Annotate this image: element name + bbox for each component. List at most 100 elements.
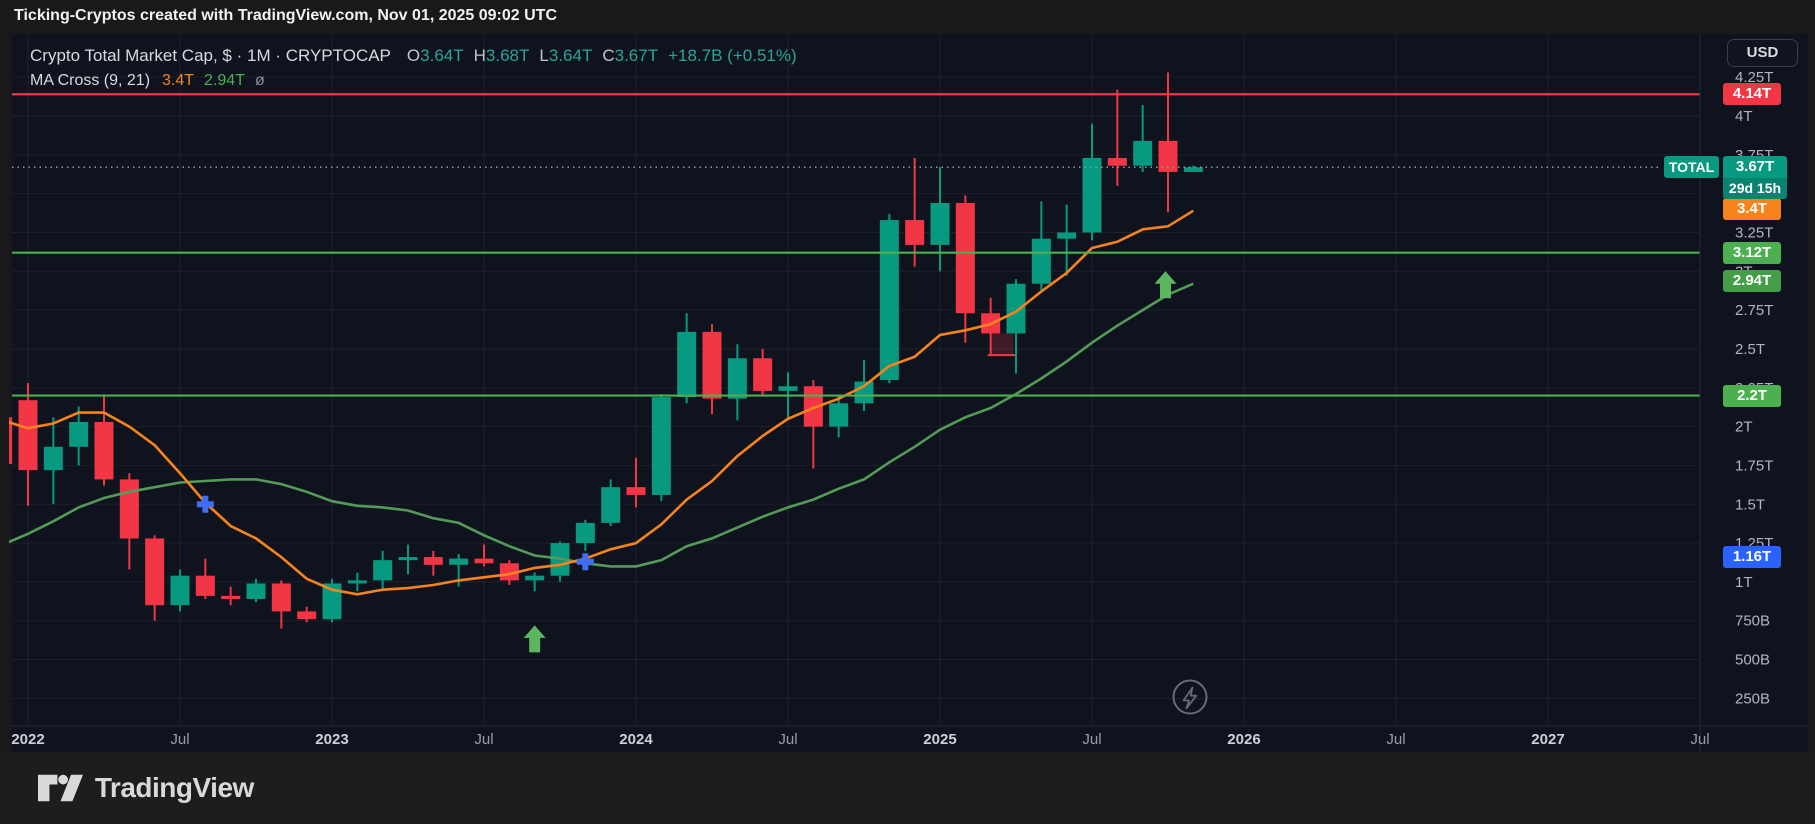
candle-body-2024-06 — [753, 358, 773, 391]
candle-body-2025-07 — [1082, 157, 1102, 233]
candle-body-2023-12 — [601, 487, 621, 523]
candle-body-2023-03 — [373, 560, 393, 581]
time-tick-labels[interactable]: 2022 Jul 2023 Jul 2024 Jul 2025 Jul 2026 Jul 2027 J… — [11, 731, 1709, 748]
svg-text:250B: 250B — [1735, 690, 1770, 707]
indicator-legend-row: MA Cross (9, 21) 3.4T 2.94T ø — [30, 69, 797, 92]
ohlc-low: L3.64T — [539, 46, 593, 65]
price-label-3.4T[interactable]: 3.4T — [1723, 198, 1781, 221]
candle-body-2025-02 — [955, 202, 975, 314]
candle-body-2025-10 — [1158, 140, 1178, 172]
ma-fast-value: 3.4T — [162, 72, 195, 89]
bar-countdown: 29d 15h — [1723, 178, 1787, 200]
svg-text:2022: 2022 — [11, 731, 44, 748]
candle-body-2024-03 — [677, 331, 697, 398]
candle-body-2022-06 — [145, 538, 165, 606]
up-arrow-marker-2025-10 — [1154, 271, 1177, 299]
last-price-label[interactable]: 3.67T 29d 15h — [1723, 156, 1787, 200]
svg-text:4.25T: 4.25T — [1735, 69, 1773, 86]
svg-text:Jul: Jul — [474, 731, 493, 748]
candle-body-2023-01 — [322, 583, 342, 620]
svg-text:Jul: Jul — [170, 731, 189, 748]
tradingview-logo-icon[interactable] — [38, 773, 84, 803]
svg-text:1.75T: 1.75T — [1735, 457, 1773, 474]
candle-body-2023-11 — [575, 522, 595, 544]
candle-body-2021-12 — [9, 417, 13, 464]
candle-body-2022-12 — [297, 611, 317, 620]
indicator-title[interactable]: MA Cross (9, 21) — [30, 72, 151, 89]
price-label-1.16T[interactable]: 1.16T — [1723, 546, 1781, 569]
candle-body-2022-10 — [246, 583, 266, 599]
candles — [9, 72, 1203, 629]
currency-button[interactable]: USD — [1727, 39, 1798, 67]
svg-text:2026: 2026 — [1227, 731, 1260, 748]
svg-text:Jul: Jul — [1386, 731, 1405, 748]
candle-body-2022-03 — [69, 421, 89, 447]
candle-body-2024-09 — [829, 403, 849, 427]
candle-body-2023-08 — [499, 563, 519, 581]
candle-body-2022-09 — [221, 595, 241, 599]
svg-text:1T: 1T — [1735, 574, 1753, 591]
candle-body-2025-04 — [1006, 283, 1026, 334]
ma-slow-value: 2.94T — [204, 72, 245, 89]
price-label-4.14T[interactable]: 4.14T — [1723, 83, 1781, 106]
ohlc-close: C3.67T — [602, 46, 659, 65]
candle-body-2023-07 — [474, 558, 494, 564]
candle-body-2024-01 — [626, 487, 646, 495]
price-label-2.94T[interactable]: 2.94T — [1723, 269, 1781, 292]
candle-body-2024-04 — [702, 331, 722, 399]
chart-legend: Crypto Total Market Cap, $ · 1M · CRYPTO… — [30, 44, 797, 92]
page-title: Ticking-Cryptos created with TradingView… — [14, 7, 557, 24]
candle-body-2024-11 — [879, 220, 899, 381]
svg-text:2T: 2T — [1735, 419, 1753, 436]
candle-body-2024-05 — [727, 358, 747, 399]
svg-text:1.5T: 1.5T — [1735, 496, 1765, 513]
chart-panel — [12, 34, 1808, 752]
candle-body-2024-12 — [905, 220, 925, 245]
svg-text:Jul: Jul — [1690, 731, 1709, 748]
candle-body-2022-01 — [18, 400, 38, 471]
symbol-label-total[interactable]: TOTAL — [1664, 156, 1719, 179]
candle-body-2024-07 — [778, 386, 798, 391]
candle-body-2022-04 — [94, 421, 114, 480]
svg-text:2027: 2027 — [1531, 731, 1564, 748]
candle-body-2024-02 — [651, 397, 671, 495]
candle-body-2023-09 — [525, 575, 545, 581]
last-price-value: 3.67T — [1723, 156, 1787, 179]
price-label-2.2T[interactable]: 2.2T — [1723, 384, 1781, 407]
svg-text:3.25T: 3.25T — [1735, 224, 1773, 241]
candle-body-2022-08 — [195, 575, 215, 596]
candle-body-2023-06 — [449, 558, 469, 565]
ma-cross-marker-2022-08 — [196, 495, 214, 513]
ohlc-high: H3.68T — [473, 46, 530, 65]
candle-body-2022-07 — [170, 575, 190, 606]
svg-text:500B: 500B — [1735, 652, 1770, 669]
svg-text:2024: 2024 — [619, 731, 653, 748]
indicator-status-icon: ø — [254, 72, 265, 89]
ohlc-open: O3.64T — [406, 46, 464, 65]
svg-text:750B: 750B — [1735, 613, 1770, 630]
svg-text:2025: 2025 — [923, 731, 956, 748]
footer-brand[interactable]: TradingView — [94, 772, 254, 803]
footer: TradingView — [0, 752, 1815, 824]
candle-body-2023-05 — [423, 557, 443, 565]
svg-text:4T: 4T — [1735, 108, 1753, 125]
lightning-watermark-icon — [1172, 679, 1208, 715]
up-arrow-marker-2023-09 — [523, 625, 546, 653]
candle-body-2023-04 — [398, 557, 418, 561]
candle-body-2022-02 — [43, 446, 63, 471]
svg-text:Jul: Jul — [1082, 731, 1101, 748]
svg-text:Jul: Jul — [778, 731, 797, 748]
highlight-box[interactable] — [990, 333, 1014, 356]
candle-body-2025-05 — [1031, 238, 1051, 284]
svg-text:2.5T: 2.5T — [1735, 341, 1765, 358]
svg-text:2.75T: 2.75T — [1735, 302, 1773, 319]
candle-body-2025-01 — [930, 202, 950, 245]
ma21-line[interactable] — [3, 282, 1194, 568]
ma9-line[interactable] — [3, 209, 1194, 596]
symbol-title[interactable]: Crypto Total Market Cap, $ · 1M · CRYPTO… — [30, 46, 391, 65]
candle-body-2025-09 — [1133, 140, 1153, 166]
price-label-3.12T[interactable]: 3.12T — [1723, 241, 1781, 264]
candle-body-2025-08 — [1107, 157, 1127, 166]
